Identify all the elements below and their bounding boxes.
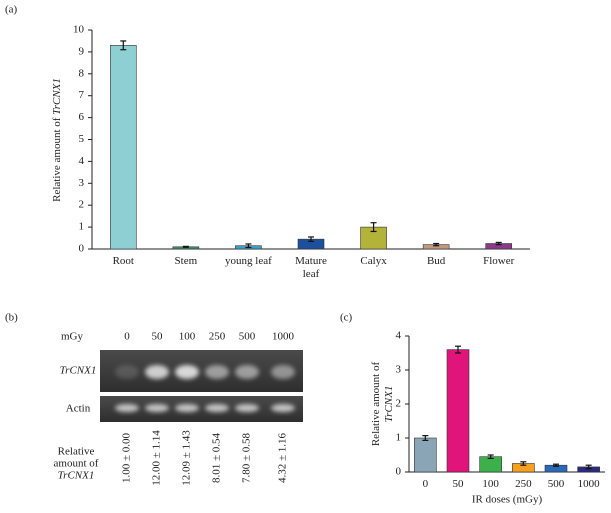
- gel-band: [175, 404, 199, 412]
- y-tick-label: 1: [396, 432, 402, 444]
- x-axis-label: IR doses (mGy): [472, 494, 543, 506]
- x-tick-label: Calyx: [360, 255, 387, 267]
- y-tick-label: 2: [396, 398, 402, 410]
- relative-value: 4.32 ± 1.16: [277, 432, 289, 483]
- x-tick-label: Root: [112, 255, 134, 267]
- y-tick-label: 7: [79, 89, 85, 101]
- y-tick-label: 4: [396, 330, 402, 342]
- y-axis-label-part: Relative amount of: [370, 362, 382, 447]
- error-bar: [455, 345, 461, 354]
- y-axis-label: Relative amount of TrCNX1: [51, 78, 63, 202]
- error-bar: [487, 454, 494, 459]
- x-tick-label: young leaf: [225, 255, 272, 267]
- bar: [446, 349, 470, 473]
- y-tick-label: 4: [79, 155, 85, 167]
- x-tick-label: Bud: [426, 255, 446, 267]
- x-tick-label: 50: [452, 478, 464, 490]
- y-tick-label: 0: [79, 243, 85, 255]
- gel-band: [235, 404, 259, 412]
- gel-band: [205, 404, 229, 412]
- relative-value: 1.00 ± 0.00: [121, 432, 133, 483]
- gel-band: [175, 365, 199, 379]
- error-bar: [120, 40, 127, 51]
- error-bar: [370, 222, 377, 233]
- relative-value: 7.80 ± 0.58: [241, 432, 253, 483]
- error-bar: [422, 435, 429, 441]
- error-bar: [308, 236, 314, 242]
- panel-label: (b): [5, 312, 18, 324]
- unit-label: mGy: [61, 331, 84, 343]
- y-tick-label: 1: [79, 221, 85, 233]
- panel-label: (c): [340, 312, 353, 324]
- dose-label: 1000: [272, 331, 295, 343]
- gel-band: [115, 365, 139, 379]
- relative-label: amount of: [54, 458, 99, 470]
- y-tick-label: 8: [79, 67, 85, 79]
- x-tick-label: 100: [482, 478, 499, 490]
- gel-band: [145, 365, 169, 379]
- dose-label: 50: [152, 331, 164, 343]
- error-bar: [585, 464, 592, 470]
- y-axis-label-part: TrCNX1: [383, 386, 395, 423]
- dose-label: 100: [179, 331, 196, 343]
- relative-value: 8.01 ± 0.54: [211, 432, 223, 483]
- y-tick-label: 3: [79, 177, 85, 189]
- error-bar: [182, 245, 189, 248]
- error-bar: [553, 463, 559, 467]
- x-tick-label: Flower: [483, 255, 515, 267]
- gel-band: [271, 404, 295, 412]
- error-bar: [520, 461, 527, 466]
- y-tick-label: 6: [79, 111, 85, 123]
- dose-label: 500: [239, 331, 256, 343]
- x-tick-label: 500: [547, 478, 565, 490]
- panel-label: (a): [5, 4, 18, 16]
- error-bar: [495, 241, 502, 246]
- x-tick-label: 250: [515, 478, 532, 490]
- gel-band: [115, 404, 139, 412]
- relative-label: Relative: [58, 446, 95, 458]
- y-tick-label: 3: [396, 364, 402, 376]
- x-tick-label: Stem: [174, 255, 198, 267]
- y-tick-label: 0: [396, 466, 402, 478]
- dose-label: 250: [209, 331, 226, 343]
- y-axis-label-part: TrCNX1: [51, 78, 63, 115]
- y-axis-label-part: Relative amount of: [51, 115, 63, 202]
- gel-band: [271, 365, 295, 379]
- relative-label: TrCNX1: [58, 470, 95, 482]
- row-label: TrCNX1: [60, 365, 97, 377]
- relative-value: 12.00 ± 1.14: [151, 430, 163, 486]
- bar: [414, 437, 437, 473]
- x-tick-label: 1000: [577, 478, 600, 490]
- y-tick-label: 9: [79, 45, 85, 57]
- error-bar: [245, 243, 252, 249]
- row-label: Actin: [66, 403, 91, 415]
- y-tick-label: 10: [73, 24, 85, 36]
- x-tick-label: Mature leaf: [295, 255, 327, 280]
- y-tick-label: 5: [79, 133, 85, 145]
- gel-band: [205, 365, 229, 379]
- error-bar: [433, 242, 440, 247]
- bar: [109, 45, 137, 250]
- gel-band: [145, 404, 169, 412]
- gel-band: [235, 365, 259, 379]
- y-axis-label: Relative amount ofTrCNX1: [370, 362, 395, 447]
- relative-value: 12.09 ± 1.43: [181, 430, 193, 486]
- x-tick-label: 0: [422, 478, 429, 490]
- dose-label: 0: [124, 331, 130, 343]
- y-tick-label: 2: [79, 199, 85, 211]
